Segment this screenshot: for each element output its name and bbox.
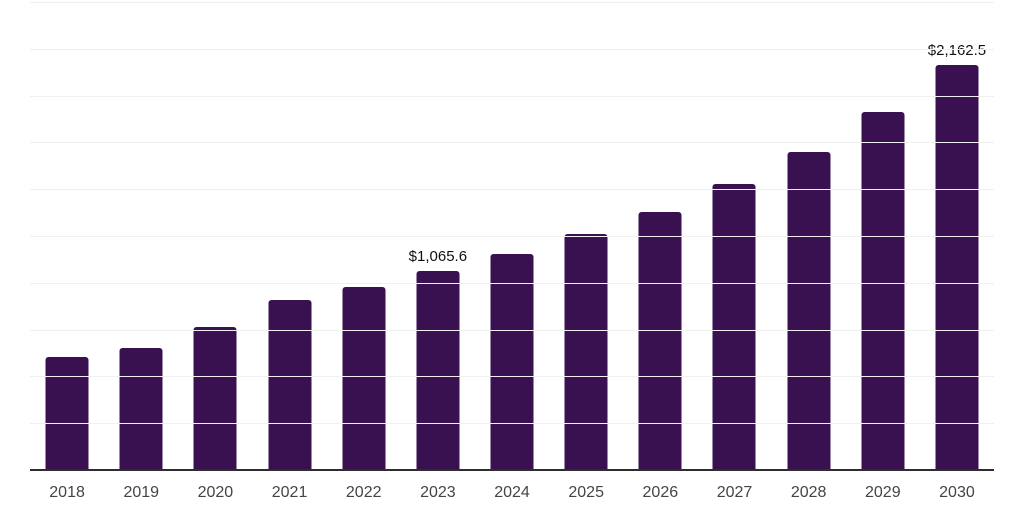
bar-slot: $2,162.5 xyxy=(920,2,994,470)
bar-2018 xyxy=(45,357,89,470)
bar-slot xyxy=(549,2,623,470)
plot-area: $1,065.6 $2,162.5 xyxy=(30,2,994,470)
bar-2027 xyxy=(712,184,756,470)
bar-slot xyxy=(327,2,401,470)
bar-slot xyxy=(475,2,549,470)
gridline xyxy=(30,48,994,50)
bar-2020 xyxy=(193,326,237,470)
x-axis-tick-label: 2028 xyxy=(790,484,827,501)
bar-slot xyxy=(178,2,252,470)
bar-2022 xyxy=(342,286,386,470)
x-axis-tick-label: 2018 xyxy=(49,484,85,501)
gridline xyxy=(30,2,994,3)
x-axis-tick-label: 2026 xyxy=(642,484,679,501)
x-axis-tick-label: 2029 xyxy=(865,484,901,501)
gridline xyxy=(30,376,994,378)
bar-slot: $1,065.6 xyxy=(401,2,475,470)
bar-2026 xyxy=(638,211,682,470)
bars-container: $1,065.6 $2,162.5 xyxy=(30,2,994,470)
x-axis-tick-label: 2030 xyxy=(939,484,975,501)
gridline xyxy=(30,282,994,284)
x-axis-tick-label: 2022 xyxy=(345,484,382,501)
bar-2025 xyxy=(564,234,608,470)
gridline xyxy=(30,189,994,191)
bar-2028 xyxy=(787,152,831,470)
x-axis-tick-label: 2019 xyxy=(123,484,160,501)
x-axis-tick-label: 2023 xyxy=(420,484,456,501)
bar-slot xyxy=(772,2,846,470)
gridline xyxy=(30,236,994,237)
bar-slot xyxy=(30,2,104,470)
bar-2029 xyxy=(861,111,905,470)
bar-2021 xyxy=(268,299,312,470)
bar-slot xyxy=(697,2,771,470)
gridline xyxy=(30,95,994,97)
x-axis-labels: 2018 2019 2020 2021 2022 2023 2024 2025 2026 2027… xyxy=(30,484,994,502)
x-axis-line xyxy=(30,469,994,471)
gridline xyxy=(30,329,994,331)
bar-2024 xyxy=(490,253,534,470)
gridline xyxy=(30,423,994,425)
bar-slot xyxy=(104,2,178,470)
bar-slot xyxy=(623,2,697,470)
x-axis-tick-label: 2020 xyxy=(197,484,234,501)
bar-value-label: $1,065.6 xyxy=(408,247,468,265)
x-axis-tick-label: 2025 xyxy=(568,484,604,501)
x-axis-tick-label: 2027 xyxy=(716,484,753,501)
x-axis-tick-label: 2021 xyxy=(271,484,308,501)
bar-2019 xyxy=(119,348,163,470)
bar-value-label: $2,162.5 xyxy=(927,42,987,60)
bar-slot xyxy=(252,2,326,470)
gridline xyxy=(30,142,994,144)
x-axis-tick-label: 2024 xyxy=(494,484,530,501)
bar-2030 xyxy=(935,65,979,470)
bar-2023 xyxy=(416,270,460,470)
bar-slot xyxy=(846,2,920,470)
